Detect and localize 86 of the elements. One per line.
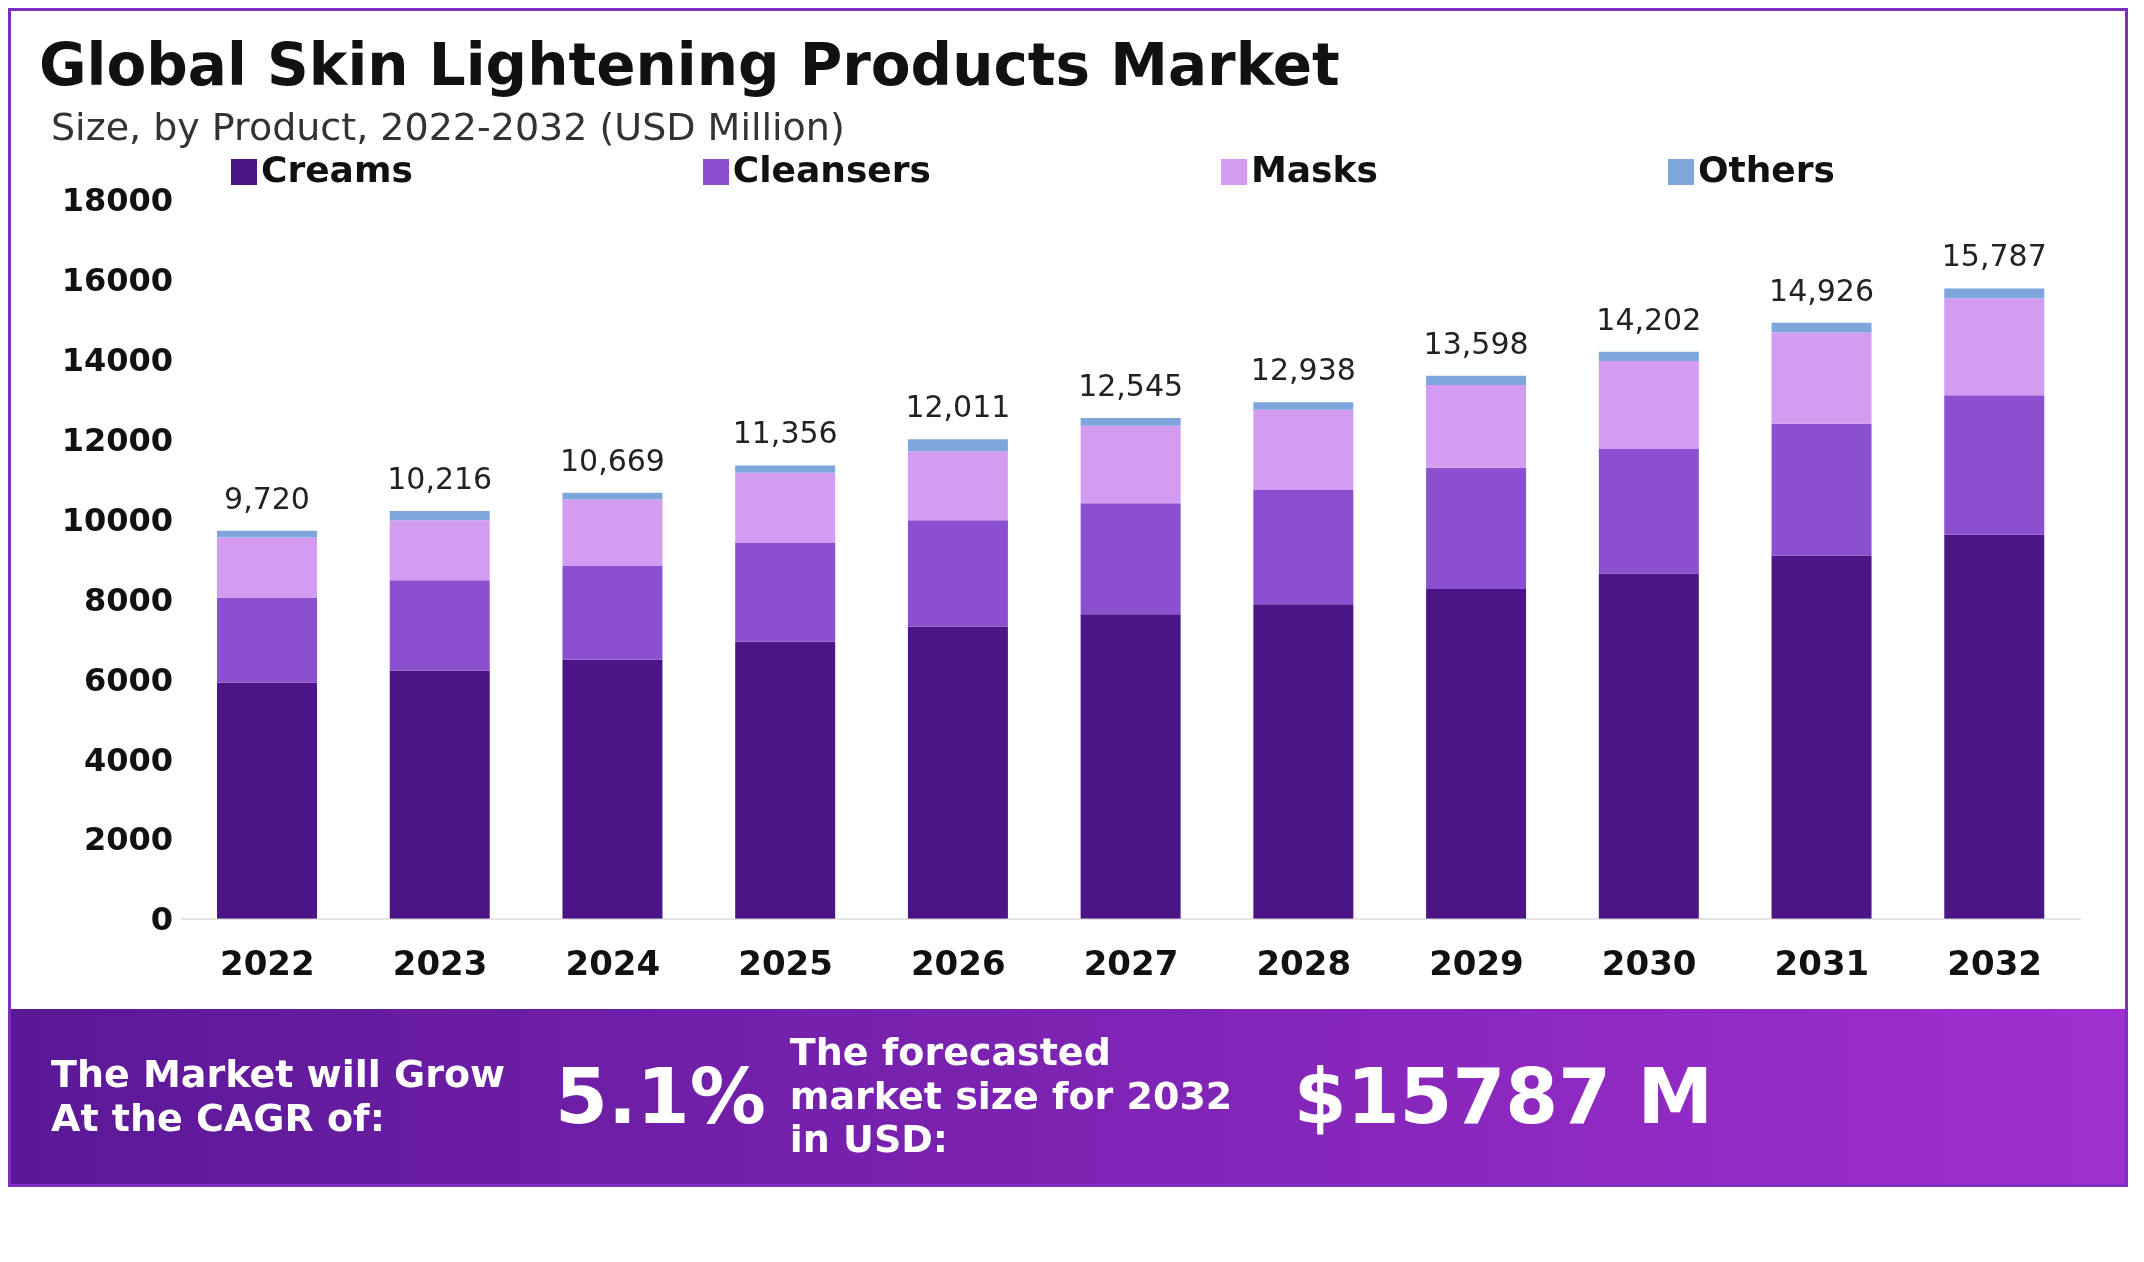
x-tick-label: 2025	[738, 943, 833, 984]
bar	[1944, 288, 2045, 299]
bar	[1944, 298, 2045, 396]
y-tick-label: 2000	[83, 820, 173, 859]
text: 5.1%	[555, 1052, 766, 1142]
bar	[735, 641, 836, 919]
bar	[907, 451, 1008, 521]
total-label: 12,545	[1078, 367, 1184, 403]
bar	[735, 472, 836, 544]
x-tick-label: 2024	[565, 943, 661, 984]
bar	[1944, 395, 2045, 535]
total-label: 10,669	[559, 442, 665, 478]
bar	[1080, 425, 1181, 504]
total-label: 9,720	[224, 480, 310, 516]
total-label: 11,356	[732, 415, 838, 451]
text: The forecasted market size for 2032 in USD:	[789, 1030, 1234, 1163]
bar	[907, 626, 1008, 919]
bar	[1080, 417, 1181, 426]
bar	[1944, 534, 2045, 919]
chart-subtitle: Size, by Product, 2022-2032 (USD Million)	[50, 104, 846, 149]
bar	[907, 520, 1008, 627]
bar	[562, 499, 663, 566]
y-tick-label: 10000	[61, 500, 173, 539]
bar	[217, 682, 317, 919]
bar	[1598, 573, 1699, 919]
y-tick-label: 12000	[61, 421, 173, 460]
text: $15787 M	[1293, 1052, 1714, 1142]
bar	[217, 537, 317, 598]
bar	[1253, 409, 1354, 490]
total-label: 12,011	[905, 389, 1011, 425]
total-label: 14,202	[1596, 301, 1702, 337]
x-tick-label: 2027	[1083, 943, 1179, 984]
x-tick-label: 2028	[1256, 943, 1352, 984]
bar	[1426, 467, 1527, 590]
bar	[389, 510, 490, 521]
x-tick-label: 2032	[1947, 943, 2042, 984]
bar	[1080, 614, 1181, 919]
y-tick-label: 4000	[83, 740, 173, 779]
y-tick-label: 8000	[83, 580, 173, 619]
legend-label: Cleansers	[732, 149, 931, 190]
x-tick-label: 2022	[220, 943, 315, 984]
x-tick-label: 2031	[1774, 943, 1870, 984]
bar	[1771, 332, 1872, 424]
bar	[217, 597, 317, 683]
y-tick-label: 14000	[61, 341, 173, 380]
bar	[1426, 384, 1527, 468]
chart-title: Global Skin Lightening Products Market	[38, 30, 1341, 99]
bar	[735, 465, 836, 473]
text: The Market will Grow At the CAGR of:	[51, 1051, 507, 1141]
total-label: 10,216	[387, 460, 493, 496]
bar	[907, 439, 1008, 452]
total-label: 12,938	[1250, 352, 1356, 388]
y-tick-label: 16000	[61, 261, 173, 300]
bar	[1426, 375, 1527, 385]
total-label: 14,926	[1769, 272, 1875, 308]
bar	[1426, 589, 1527, 919]
y-tick-label: 18000	[61, 181, 173, 220]
bar	[735, 543, 836, 642]
bar	[389, 520, 490, 581]
bar	[389, 670, 490, 919]
bar	[1598, 351, 1699, 361]
x-tick-label: 2023	[392, 943, 488, 984]
x-tick-label: 2029	[1429, 943, 1524, 984]
bar	[562, 492, 663, 500]
bar	[1771, 423, 1872, 556]
legend-label: Masks	[1250, 149, 1378, 190]
bar	[1771, 555, 1872, 919]
legend-label: Others	[1697, 149, 1835, 190]
bar	[1771, 322, 1872, 333]
y-tick-label: 6000	[83, 660, 173, 699]
bar	[1598, 360, 1699, 449]
bar	[217, 530, 317, 538]
bar	[1253, 402, 1354, 410]
bar	[562, 659, 663, 919]
legend-label: Creams	[261, 149, 413, 190]
x-tick-label: 2026	[910, 943, 1006, 984]
bar	[389, 580, 490, 671]
y-tick-label: 0	[150, 900, 173, 939]
total-label: 13,598	[1423, 325, 1529, 361]
total-label: 15,787	[1941, 238, 2047, 274]
bar	[1253, 490, 1354, 605]
bar	[1253, 604, 1354, 919]
x-tick-label: 2030	[1601, 943, 1697, 984]
bar	[562, 565, 663, 660]
bar	[1598, 448, 1699, 574]
bar	[1080, 503, 1181, 615]
